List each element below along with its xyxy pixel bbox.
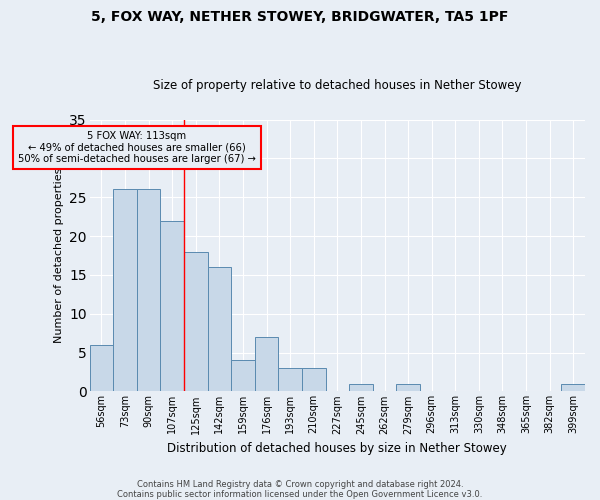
Bar [255,337,278,392]
Y-axis label: Number of detached properties: Number of detached properties [53,168,64,343]
Bar [184,252,208,392]
Text: 5, FOX WAY, NETHER STOWEY, BRIDGWATER, TA5 1PF: 5, FOX WAY, NETHER STOWEY, BRIDGWATER, T… [91,10,509,24]
Bar [349,384,373,392]
Bar [89,345,113,392]
Bar [160,220,184,392]
Bar [278,368,302,392]
Bar [137,190,160,392]
X-axis label: Distribution of detached houses by size in Nether Stowey: Distribution of detached houses by size … [167,442,507,455]
Bar [231,360,255,392]
Text: Contains HM Land Registry data © Crown copyright and database right 2024.: Contains HM Land Registry data © Crown c… [137,480,463,489]
Title: Size of property relative to detached houses in Nether Stowey: Size of property relative to detached ho… [153,79,521,92]
Bar [302,368,326,392]
Bar [396,384,420,392]
Bar [562,384,585,392]
Text: Contains public sector information licensed under the Open Government Licence v3: Contains public sector information licen… [118,490,482,499]
Bar [208,267,231,392]
Text: 5 FOX WAY: 113sqm
← 49% of detached houses are smaller (66)
50% of semi-detached: 5 FOX WAY: 113sqm ← 49% of detached hous… [18,131,256,164]
Bar [113,190,137,392]
